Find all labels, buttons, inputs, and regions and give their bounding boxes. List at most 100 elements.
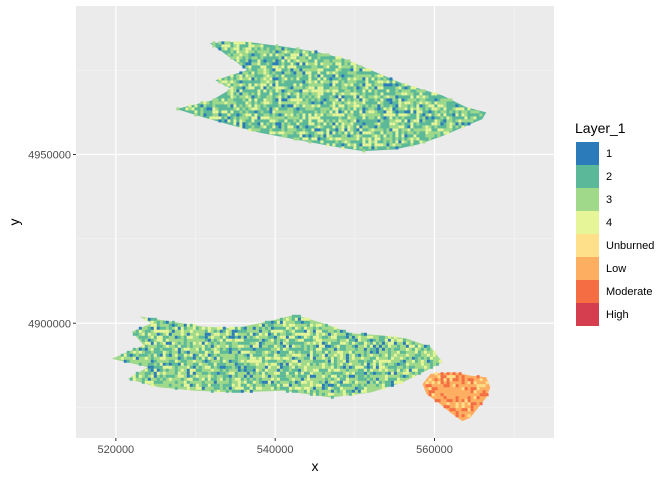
raster-cell (353, 74, 357, 78)
raster-cell (329, 113, 333, 117)
raster-cell (330, 392, 334, 396)
raster-cell (336, 371, 340, 375)
raster-cell (327, 368, 331, 372)
raster-cell (294, 335, 298, 339)
raster-cell (359, 128, 363, 132)
raster-cell (230, 101, 234, 105)
raster-cell (230, 74, 234, 78)
raster-cell (227, 119, 231, 123)
raster-cell (368, 107, 372, 111)
raster-cell (318, 338, 322, 342)
raster-cell (329, 77, 333, 81)
raster-cell (246, 377, 250, 381)
raster-cell (335, 140, 339, 144)
raster-cell (195, 383, 199, 387)
raster-cell (347, 113, 351, 117)
raster-cell (452, 107, 456, 111)
raster-cell (455, 411, 459, 415)
raster-cell (351, 371, 355, 375)
raster-cell (284, 77, 288, 81)
raster-cell (399, 338, 403, 342)
raster-cell (461, 381, 465, 385)
raster-cell (342, 377, 346, 381)
raster-cell (242, 50, 246, 54)
raster-cell (216, 332, 220, 336)
raster-cell (243, 365, 247, 369)
raster-cell (362, 83, 366, 87)
raster-cell (335, 110, 339, 114)
raster-cell (282, 368, 286, 372)
raster-cell (263, 125, 267, 129)
raster-cell (246, 362, 250, 366)
raster-cell (407, 101, 411, 105)
raster-cell (275, 47, 279, 51)
raster-cell (411, 344, 415, 348)
raster-cell (312, 350, 316, 354)
raster-cell (227, 92, 231, 96)
raster-cell (186, 365, 190, 369)
raster-cell (360, 332, 364, 336)
raster-cell (320, 74, 324, 78)
raster-cell (144, 353, 148, 357)
raster-cell (282, 350, 286, 354)
raster-cell (389, 77, 393, 81)
raster-cell (195, 374, 199, 378)
raster-cell (240, 347, 244, 351)
raster-cell (315, 368, 319, 372)
raster-cell (269, 131, 273, 135)
raster-cell (260, 47, 264, 51)
raster-cell (314, 65, 318, 69)
raster-cell (207, 332, 211, 336)
raster-cell (296, 53, 300, 57)
raster-cell (204, 353, 208, 357)
raster-cell (311, 89, 315, 93)
raster-cell (287, 128, 291, 132)
raster-cell (243, 347, 247, 351)
raster-cell (189, 356, 193, 360)
raster-cell (287, 95, 291, 99)
raster-cell (317, 77, 321, 81)
raster-cell (290, 131, 294, 135)
raster-cell (254, 56, 258, 60)
raster-cell (312, 392, 316, 396)
raster-cell (257, 89, 261, 93)
raster-cell (147, 329, 151, 333)
raster-cell (359, 104, 363, 108)
raster-cell (369, 347, 373, 351)
raster-cell (443, 128, 447, 132)
raster-cell (416, 128, 420, 132)
raster-cell (348, 332, 352, 336)
raster-cell (287, 50, 291, 54)
raster-cell (156, 338, 160, 342)
raster-cell (248, 62, 252, 66)
raster-cell (467, 107, 471, 111)
raster-cell (260, 53, 264, 57)
raster-cell (332, 80, 336, 84)
raster-cell (204, 383, 208, 387)
raster-cell (399, 380, 403, 384)
raster-cell (159, 344, 163, 348)
raster-cell (392, 125, 396, 129)
raster-cell (236, 53, 240, 57)
raster-cell (356, 137, 360, 141)
raster-cell (366, 335, 370, 339)
raster-cell (287, 98, 291, 102)
raster-cell (315, 344, 319, 348)
raster-cell (350, 122, 354, 126)
raster-cell (273, 338, 277, 342)
raster-cell (272, 122, 276, 126)
raster-cell (401, 83, 405, 87)
raster-cell (374, 80, 378, 84)
raster-cell (461, 107, 465, 111)
raster-cell (320, 53, 324, 57)
raster-cell (371, 146, 375, 150)
raster-cell (347, 80, 351, 84)
raster-cell (290, 98, 294, 102)
raster-cell (354, 347, 358, 351)
raster-cell (312, 359, 316, 363)
raster-cell (299, 110, 303, 114)
raster-cell (312, 386, 316, 390)
raster-cell (308, 134, 312, 138)
raster-cell (237, 380, 241, 384)
raster-cell (332, 59, 336, 63)
